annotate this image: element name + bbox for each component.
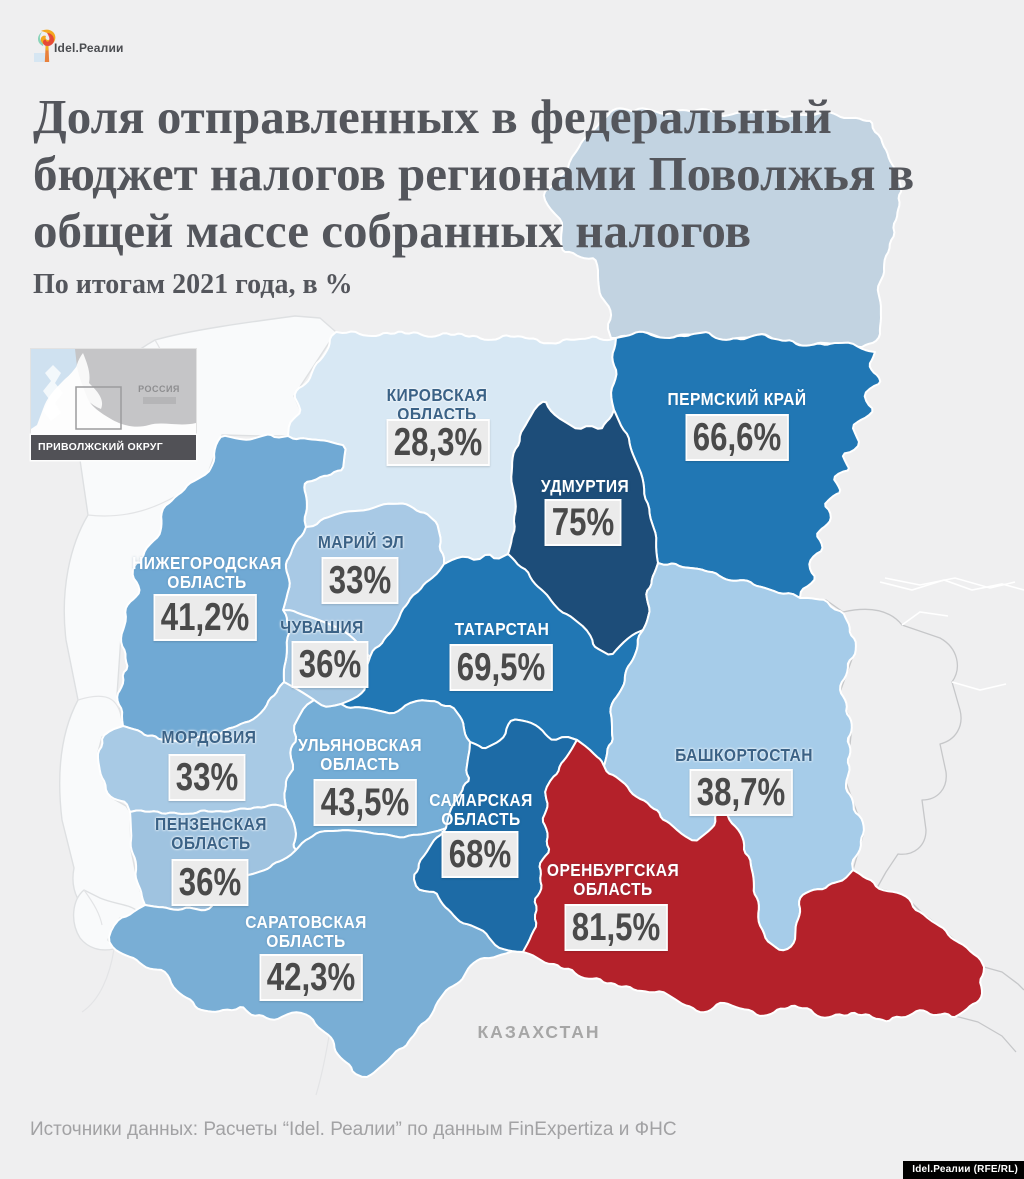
svg-text:РОССИЯ: РОССИЯ [138, 384, 180, 394]
